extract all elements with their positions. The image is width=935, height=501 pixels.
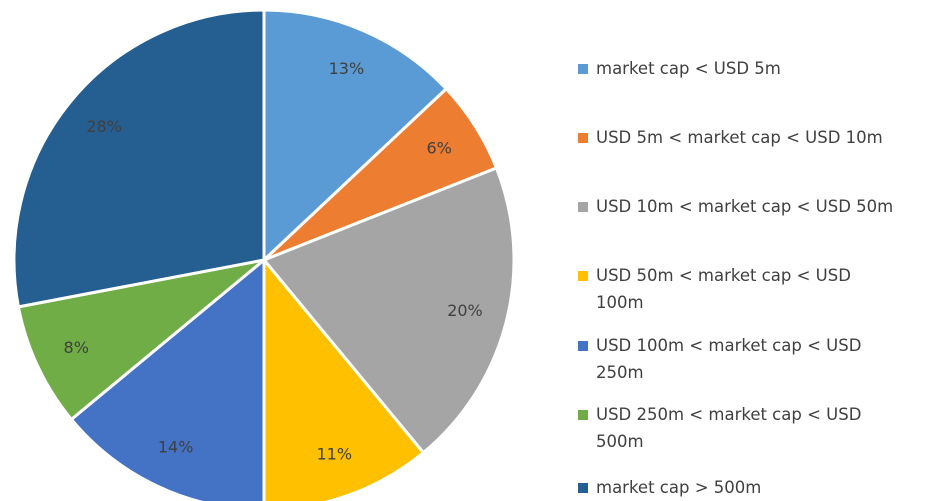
legend-item: USD 10m < market cap < USD 50m — [578, 193, 898, 220]
data-label: 14% — [158, 437, 194, 456]
legend-item: USD 50m < market cap < USD 100m — [578, 262, 898, 316]
legend-swatch — [578, 341, 588, 351]
pie-slice — [262, 8, 449, 264]
legend-swatch — [578, 133, 588, 143]
legend-label: market cap < USD 5m — [596, 59, 781, 78]
pie-slice — [261, 166, 516, 455]
data-label: 13% — [329, 59, 365, 78]
data-label: 20% — [447, 301, 483, 320]
legend-item: USD 5m < market cap < USD 10m — [578, 124, 898, 151]
pie-area: 13% 6% 20% 11% 14% 8% 28% — [12, 8, 516, 501]
legend-item: market cap < USD 5m — [578, 55, 898, 82]
legend-swatch — [578, 410, 588, 420]
legend-swatch — [578, 64, 588, 74]
legend-item: USD 250m < market cap < USD 500m — [578, 401, 898, 455]
legend-item: USD 100m < market cap < USD 250m — [578, 332, 898, 386]
legend-label: USD 100m < market cap < USD 250m — [596, 336, 862, 382]
legend-label: USD 5m < market cap < USD 10m — [596, 128, 883, 147]
legend-swatch — [578, 483, 588, 493]
legend-label: market cap > 500m — [596, 478, 762, 497]
legend-item: market cap > 500m — [578, 474, 898, 501]
data-label: 8% — [64, 338, 89, 357]
legend-label: USD 50m < market cap < USD 100m — [596, 266, 851, 312]
pie-slice — [16, 258, 265, 422]
pie-slice — [12, 8, 266, 309]
data-label: 11% — [317, 445, 353, 464]
pie-slice — [69, 256, 266, 501]
pie-slice — [262, 255, 426, 501]
data-label: 28% — [86, 117, 122, 136]
legend-label: USD 250m < market cap < USD 500m — [596, 405, 862, 451]
data-label: 6% — [427, 138, 452, 157]
legend-label: USD 10m < market cap < USD 50m — [596, 197, 894, 216]
legend-swatch — [578, 202, 588, 212]
legend-swatch — [578, 271, 588, 281]
